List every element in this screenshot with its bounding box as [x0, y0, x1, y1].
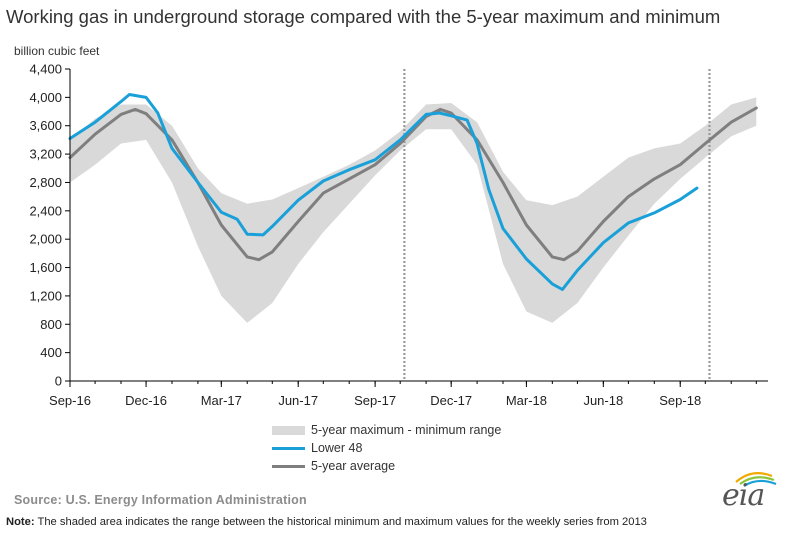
axes: 0 400 800 1,200 1,600 2,000 2,400 2,800 3,200 3,6…	[29, 62, 768, 408]
eia-logo: eia	[722, 466, 782, 516]
x-tick-label: Dec-16	[125, 393, 167, 408]
y-tick-label: 2,000	[29, 232, 62, 247]
legend-item-lower48: Lower 48	[272, 439, 501, 457]
x-tick-label: Dec-17	[430, 393, 472, 408]
y-tick-label: 2,800	[29, 175, 62, 190]
y-tick-label: 4,400	[29, 62, 62, 77]
x-tick-label: Sep-18	[659, 393, 701, 408]
note-text: The shaded area indicates the range betw…	[34, 516, 647, 528]
y-axis-unit-label: billion cubic feet	[14, 44, 100, 58]
lower48-swatch	[272, 446, 305, 450]
note-label: Note:	[6, 516, 35, 528]
x-tick-label: Mar-17	[201, 393, 242, 408]
average-line	[68, 106, 758, 262]
x-tick-label: Jun-17	[278, 393, 318, 408]
legend: 5-year maximum - minimum range Lower 48 …	[272, 421, 501, 475]
chart-title: Working gas in underground storage compa…	[6, 6, 721, 27]
footnote: Note: The shaded area indicates the rang…	[6, 516, 647, 528]
range-band-layer	[70, 97, 757, 323]
y-tick-label: 800	[40, 317, 62, 332]
x-tick-label: Sep-16	[49, 393, 91, 408]
x-tick-label: Mar-18	[506, 393, 547, 408]
series-lines	[68, 93, 758, 291]
y-tick-label: 0	[55, 374, 62, 389]
legend-average-label: 5-year average	[311, 459, 396, 473]
year-dividers	[403, 69, 711, 381]
y-tick-label: 2,400	[29, 203, 62, 218]
lower48-line	[68, 93, 699, 291]
eia-logo-arcs-icon	[735, 471, 777, 487]
y-tick-label: 1,200	[29, 288, 62, 303]
y-tick-label: 4,000	[29, 90, 62, 105]
x-tick-label: Sep-17	[354, 393, 396, 408]
y-tick-label: 1,600	[29, 260, 62, 275]
average-swatch	[272, 464, 305, 468]
range-band-area	[70, 97, 757, 323]
y-tick-label: 3,200	[29, 147, 62, 162]
x-tick-label: Jun-18	[583, 393, 623, 408]
legend-lower48-label: Lower 48	[311, 441, 363, 455]
y-tick-label: 3,600	[29, 118, 62, 133]
y-tick-label: 400	[40, 345, 62, 360]
range-swatch	[272, 425, 305, 435]
legend-item-average: 5-year average	[272, 457, 501, 475]
legend-range-label: 5-year maximum - minimum range	[311, 423, 502, 437]
source-text: Source: U.S. Energy Information Administ…	[14, 493, 307, 507]
eia-logo-text: eia	[722, 478, 765, 513]
legend-item-range: 5-year maximum - minimum range	[272, 421, 501, 439]
